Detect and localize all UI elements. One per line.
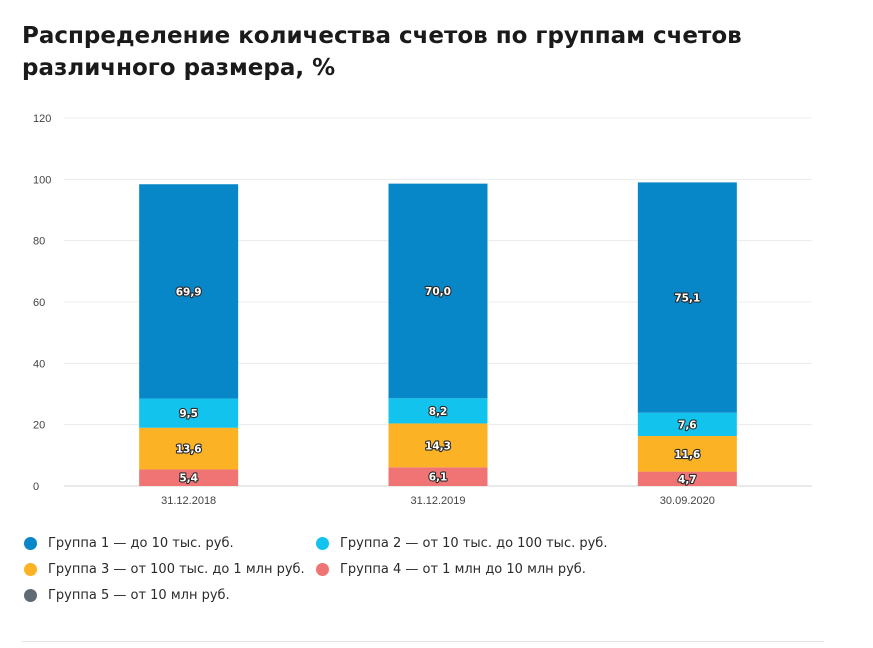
legend-dot-icon bbox=[24, 563, 37, 576]
bar-segment bbox=[388, 398, 488, 424]
data-label: 7,6 bbox=[678, 419, 697, 431]
data-label: 4,7 bbox=[678, 474, 697, 486]
data-label: 75,1 bbox=[674, 293, 700, 305]
y-tick-label: 0 bbox=[33, 481, 39, 493]
bar-segment bbox=[637, 412, 737, 437]
bar-segment bbox=[637, 471, 737, 486]
x-tick-label: 31.12.2019 bbox=[410, 495, 465, 507]
bar-segment bbox=[139, 184, 239, 399]
legend-label: Группа 2 — от 10 тыс. до 100 тыс. руб. bbox=[340, 536, 608, 551]
y-tick-label: 60 bbox=[33, 297, 45, 309]
data-label: 9,5 bbox=[179, 408, 198, 420]
data-label: 5,4 bbox=[179, 473, 198, 485]
bar-segment bbox=[388, 467, 488, 486]
legend-dot-icon bbox=[316, 563, 329, 576]
legend-dot-icon bbox=[24, 589, 37, 602]
y-tick-label: 120 bbox=[33, 113, 51, 125]
legend-item-group-2[interactable]: Группа 2 — от 10 тыс. до 100 тыс. руб. bbox=[316, 536, 607, 551]
legend-label: Группа 4 — от 1 млн до 10 млн руб. bbox=[340, 562, 586, 577]
legend-item-group-3[interactable]: Группа 3 — от 100 тыс. до 1 млн руб. bbox=[24, 562, 305, 577]
data-label: 69,9 bbox=[176, 286, 202, 298]
legend-item-group-4[interactable]: Группа 4 — от 1 млн до 10 млн руб. bbox=[316, 562, 586, 577]
bottom-divider bbox=[22, 641, 824, 642]
y-tick-label: 40 bbox=[33, 358, 45, 370]
bar-segment bbox=[388, 423, 488, 468]
legend-item-group-5[interactable]: Группа 5 — от 10 млн руб. bbox=[24, 588, 230, 603]
y-tick-label: 20 bbox=[33, 420, 45, 432]
stacked-bar-chart: 0 20 40 60 80 100 120 5,4 13,6 9,5 69,9 31.12.2018 6… bbox=[33, 113, 812, 507]
bar-segment bbox=[637, 436, 737, 472]
y-tick-label: 80 bbox=[33, 236, 45, 248]
data-label: 70,0 bbox=[425, 286, 451, 298]
data-label: 13,6 bbox=[176, 444, 202, 456]
bar-segment bbox=[139, 469, 239, 486]
x-tick-label: 31.12.2018 bbox=[161, 495, 216, 507]
bar-segment bbox=[637, 182, 737, 413]
chart-title: Распределение количества счетов по групп… bbox=[22, 23, 742, 81]
legend-label: Группа 1 — до 10 тыс. руб. bbox=[48, 536, 234, 551]
legend-label: Группа 3 — от 100 тыс. до 1 млн руб. bbox=[48, 562, 305, 577]
bar-segment bbox=[139, 398, 239, 428]
x-tick-label: 30.09.2020 bbox=[660, 495, 715, 507]
legend-item-group-1[interactable]: Группа 1 — до 10 тыс. руб. bbox=[24, 536, 234, 551]
data-label: 8,2 bbox=[429, 406, 448, 418]
bar-segment bbox=[139, 427, 239, 470]
data-label: 6,1 bbox=[429, 472, 448, 484]
bar-segment bbox=[388, 183, 488, 399]
data-label: 11,6 bbox=[674, 449, 700, 461]
data-label: 14,3 bbox=[425, 440, 451, 452]
legend-dot-icon bbox=[24, 537, 37, 550]
y-tick-label: 100 bbox=[33, 174, 51, 186]
legend-dot-icon bbox=[316, 537, 329, 550]
legend-label: Группа 5 — от 10 млн руб. bbox=[48, 588, 230, 603]
